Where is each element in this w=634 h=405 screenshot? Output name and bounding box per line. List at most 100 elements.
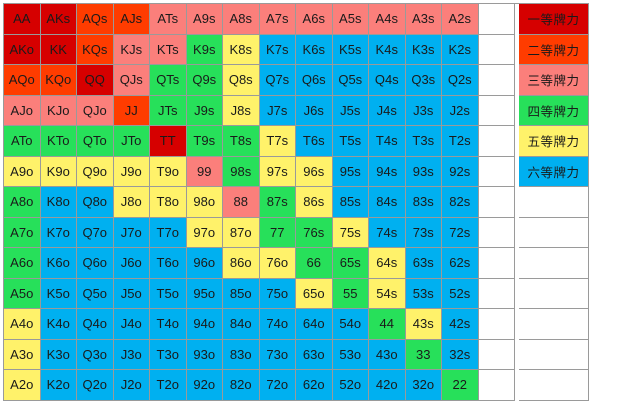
hand-cell: 64s — [369, 248, 406, 279]
hand-cell: 97s — [259, 156, 296, 187]
legend-empty-cell — [519, 248, 589, 279]
hand-cell: A5s — [332, 4, 369, 35]
hand-cell: 99 — [186, 156, 223, 187]
hand-cell: 98o — [186, 187, 223, 218]
hand-cell: J7o — [113, 217, 150, 248]
blank-cell — [478, 34, 515, 65]
hand-cell: AKs — [40, 4, 77, 35]
hand-cell: Q9s — [186, 65, 223, 96]
hand-cell: 84o — [223, 309, 260, 340]
hand-cell: 43o — [369, 339, 406, 370]
blank-cell — [478, 156, 515, 187]
legend-item: 三等牌力 — [519, 65, 589, 96]
hand-cell: QJs — [113, 65, 150, 96]
hand-cell: T4s — [369, 126, 406, 157]
hand-cell: J8o — [113, 187, 150, 218]
hand-cell: 95s — [332, 156, 369, 187]
hand-cell: 93o — [186, 339, 223, 370]
hand-cell: J4s — [369, 95, 406, 126]
hand-cell: 88 — [223, 187, 260, 218]
hand-cell: 87o — [223, 217, 260, 248]
blank-cell — [478, 187, 515, 218]
hand-cell: 63s — [405, 248, 442, 279]
blank-cell — [478, 248, 515, 279]
hand-cell: 96o — [186, 248, 223, 279]
hand-cell: 62s — [442, 248, 479, 279]
legend-empty-cell — [519, 339, 589, 370]
hand-cell: 82o — [223, 370, 260, 401]
hand-cell: T7s — [259, 126, 296, 157]
hand-cell: 22 — [442, 370, 479, 401]
column-gap — [515, 156, 519, 187]
hand-cell: 42o — [369, 370, 406, 401]
hand-cell: J4o — [113, 309, 150, 340]
hand-cell: A9o — [4, 156, 41, 187]
hand-cell: A4s — [369, 4, 406, 35]
hand-cell: 75s — [332, 217, 369, 248]
hand-cell: K2s — [442, 34, 479, 65]
hand-cell: KJs — [113, 34, 150, 65]
hand-cell: 65o — [296, 278, 333, 309]
hand-cell: KQo — [40, 65, 77, 96]
hand-cell: 74s — [369, 217, 406, 248]
hand-cell: J3s — [405, 95, 442, 126]
hand-cell: TT — [150, 126, 187, 157]
column-gap — [515, 4, 519, 35]
hand-cell: A2s — [442, 4, 479, 35]
hand-cell: 92o — [186, 370, 223, 401]
hand-cell: K8o — [40, 187, 77, 218]
hand-cell: T4o — [150, 309, 187, 340]
hand-cell: 44 — [369, 309, 406, 340]
hand-cell: T6o — [150, 248, 187, 279]
hand-cell: KK — [40, 34, 77, 65]
hand-cell: T8o — [150, 187, 187, 218]
hand-cell: 42s — [442, 309, 479, 340]
hand-cell: AKo — [4, 34, 41, 65]
hand-cell: J9o — [113, 156, 150, 187]
hand-cell: 54s — [369, 278, 406, 309]
blank-cell — [478, 339, 515, 370]
hand-cell: AJs — [113, 4, 150, 35]
hand-cell: K4s — [369, 34, 406, 65]
hand-cell: A6s — [296, 4, 333, 35]
hand-cell: 55 — [332, 278, 369, 309]
hand-cell: K7s — [259, 34, 296, 65]
hand-cell: 86o — [223, 248, 260, 279]
hand-cell: 65s — [332, 248, 369, 279]
hand-cell: 33 — [405, 339, 442, 370]
hand-cell: 76s — [296, 217, 333, 248]
column-gap — [515, 34, 519, 65]
legend-empty-cell — [519, 309, 589, 340]
hand-cell: Q5o — [77, 278, 114, 309]
legend-item: 二等牌力 — [519, 34, 589, 65]
hand-grid: AA AKs AQs AJs ATs A9s A8s A7s A6s A5s A4s A3s A2s 一等… — [3, 3, 589, 401]
hand-cell: 32s — [442, 339, 479, 370]
legend-item: 六等牌力 — [519, 156, 589, 187]
hand-cell: 66 — [296, 248, 333, 279]
column-gap — [515, 248, 519, 279]
hand-cell: Q3s — [405, 65, 442, 96]
hand-cell: J5s — [332, 95, 369, 126]
legend-empty-cell — [519, 187, 589, 218]
hand-cell: K5o — [40, 278, 77, 309]
hand-cell: A6o — [4, 248, 41, 279]
hand-cell: 73o — [259, 339, 296, 370]
blank-cell — [478, 126, 515, 157]
hand-cell: JTs — [150, 95, 187, 126]
hand-cell: 95o — [186, 278, 223, 309]
hand-cell: J8s — [223, 95, 260, 126]
hand-cell: K6s — [296, 34, 333, 65]
column-gap — [515, 95, 519, 126]
hand-cell: 98s — [223, 156, 260, 187]
hand-cell: A8o — [4, 187, 41, 218]
legend-item: 一等牌力 — [519, 4, 589, 35]
hand-cell: 94o — [186, 309, 223, 340]
column-gap — [515, 65, 519, 96]
hand-cell: 75o — [259, 278, 296, 309]
hand-cell: 52o — [332, 370, 369, 401]
hand-cell: A7s — [259, 4, 296, 35]
hand-cell: 84s — [369, 187, 406, 218]
blank-cell — [478, 65, 515, 96]
hand-cell: 87s — [259, 187, 296, 218]
